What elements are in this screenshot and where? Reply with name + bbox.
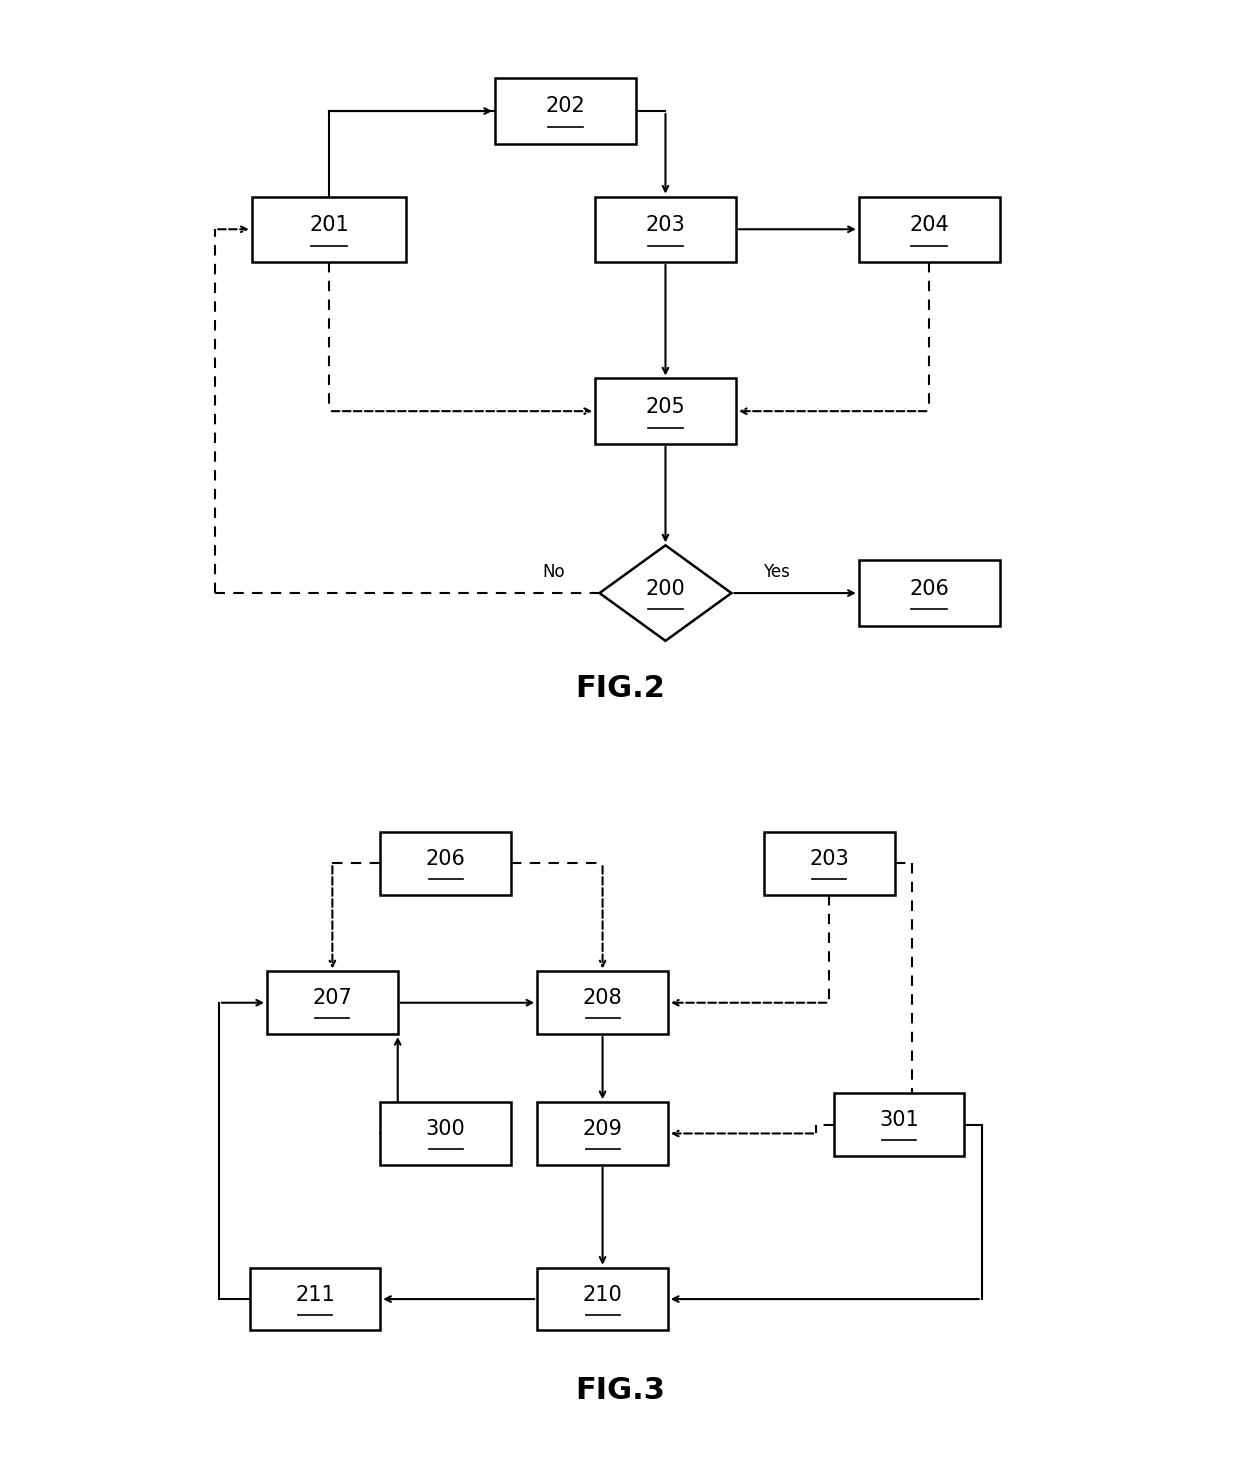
Text: 203: 203 [646, 214, 686, 235]
FancyBboxPatch shape [595, 378, 737, 444]
Text: 206: 206 [425, 849, 465, 870]
Text: 206: 206 [909, 579, 949, 598]
Text: 300: 300 [425, 1119, 465, 1139]
FancyBboxPatch shape [833, 1093, 965, 1156]
Text: 210: 210 [583, 1285, 622, 1304]
FancyBboxPatch shape [381, 832, 511, 894]
FancyBboxPatch shape [537, 1102, 668, 1164]
Text: 201: 201 [309, 214, 348, 235]
FancyBboxPatch shape [252, 197, 407, 263]
FancyBboxPatch shape [267, 972, 398, 1034]
FancyBboxPatch shape [249, 1268, 381, 1331]
Text: 205: 205 [646, 397, 686, 417]
Text: 203: 203 [810, 849, 849, 870]
FancyBboxPatch shape [537, 1268, 668, 1331]
FancyBboxPatch shape [595, 197, 737, 263]
Text: FIG.2: FIG.2 [575, 674, 665, 703]
Text: 209: 209 [583, 1119, 622, 1139]
FancyBboxPatch shape [859, 197, 999, 263]
Polygon shape [599, 546, 732, 641]
FancyBboxPatch shape [537, 972, 668, 1034]
Text: 204: 204 [909, 214, 949, 235]
FancyBboxPatch shape [859, 560, 999, 626]
Text: Yes: Yes [764, 563, 790, 581]
Text: 207: 207 [312, 988, 352, 1008]
Text: 208: 208 [583, 988, 622, 1008]
Text: 202: 202 [546, 96, 585, 117]
Text: FIG.3: FIG.3 [575, 1376, 665, 1405]
FancyBboxPatch shape [764, 832, 894, 894]
Text: No: No [543, 563, 565, 581]
Text: 211: 211 [295, 1285, 335, 1304]
FancyBboxPatch shape [495, 79, 636, 144]
Text: 200: 200 [646, 579, 686, 598]
Text: 301: 301 [879, 1110, 919, 1131]
FancyBboxPatch shape [381, 1102, 511, 1164]
